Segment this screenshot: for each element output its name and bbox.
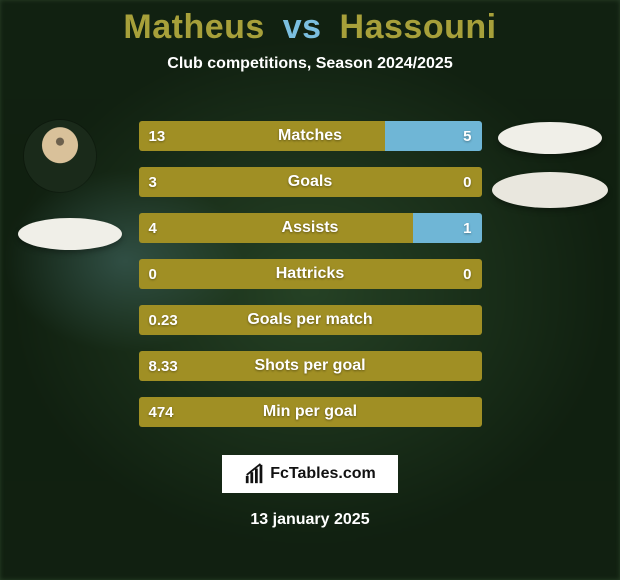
bar-label: Shots per goal [139,351,482,381]
bar-value-right: 1 [463,213,471,243]
bar-row: Hattricks0 0 [139,259,482,289]
bar-value-left: 474 [149,397,174,427]
bar-value-left: 0 [149,259,157,289]
bar-label: Hattricks [139,259,482,289]
bar-value-left: 8.33 [149,351,178,381]
player1-avatar [24,120,96,192]
content-root: Matheus vs Hassouni Club competitions, S… [0,0,620,529]
player2-club-badge-2 [492,172,608,208]
bar-value-right: 0 [463,259,471,289]
bar-row: Shots per goal8.33 [139,351,482,381]
bar-value-left: 0.23 [149,305,178,335]
branding-badge: FcTables.com [222,455,398,493]
bar-row: Assists4 1 [139,213,482,243]
bar-label: Min per goal [139,397,482,427]
date-text: 13 january 2025 [0,511,620,529]
bar-row: Min per goal474 [139,397,482,427]
subtitle: Club competitions, Season 2024/2025 [0,55,620,73]
bar-row: Goals3 0 [139,167,482,197]
chart-icon [244,463,266,485]
title-player1: Matheus [123,8,264,46]
bar-value-left: 13 [149,121,166,151]
bar-label: Assists [139,213,482,243]
branding-text: FcTables.com [270,465,376,483]
comparison-bars: Matches135Goals30Assists41Hattricks00Goa… [139,121,482,427]
player1-club-badge [18,218,122,250]
bar-value-left: 3 [149,167,157,197]
bar-value-left: 4 [149,213,157,243]
page-title: Matheus vs Hassouni [0,8,620,47]
bar-label: Goals per match [139,305,482,335]
title-player2: Hassouni [340,8,497,46]
bar-label: Matches [139,121,482,151]
player2-club-badge-1 [498,122,602,154]
bar-row: Goals per match0.23 [139,305,482,335]
bar-row: Matches13 5 [139,121,482,151]
bar-value-right: 5 [463,121,471,151]
title-vs: vs [283,8,322,46]
bar-label: Goals [139,167,482,197]
bar-value-right: 0 [463,167,471,197]
